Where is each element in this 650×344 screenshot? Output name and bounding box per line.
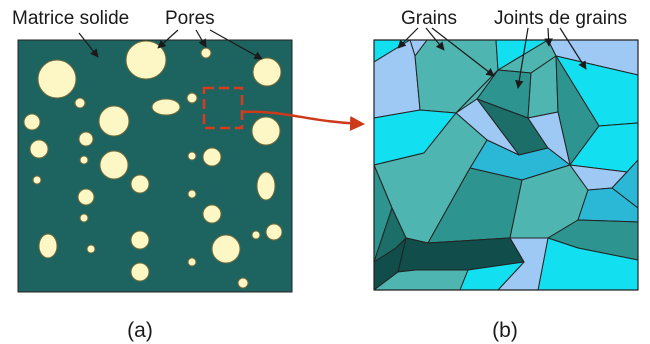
pore [98,105,130,137]
pore [99,150,129,180]
grains-callout-arrow [397,27,419,49]
pore [130,262,150,282]
pore [251,230,261,240]
panel-b [373,39,639,291]
grains-label: Grains [401,8,457,29]
pore [186,92,198,104]
pore [78,131,94,147]
pore [79,213,89,223]
zoom-arrow [242,110,365,132]
zoom-box [202,86,244,130]
pore [29,139,49,159]
pore [23,113,41,131]
pore [200,47,212,59]
pore [86,244,96,254]
pores-callout-arrow [209,29,263,60]
pore [251,116,281,146]
boundaries-callout-arrow [544,27,553,47]
pores-label: Pores [165,8,215,29]
pore [151,98,181,116]
pore [38,233,58,259]
pores-callout-arrow [195,29,207,48]
pore [202,204,222,224]
boundaries-callout-arrow [559,27,587,70]
pore [125,40,167,80]
panel-a-label: (a) [127,319,153,342]
pore [130,174,150,194]
pore [187,151,197,161]
pore [187,189,197,199]
grains-callout-arrow [431,27,495,77]
matrix-callout-arrow [78,32,99,58]
grain-frame [373,39,639,291]
pore [77,188,95,206]
panel-b-label: (b) [492,319,518,342]
pores-callout-arrow [157,29,179,49]
pore [187,257,197,267]
panel-b-callouts: Grains Joints de grains (b) [397,8,627,342]
pore [265,223,283,241]
grains-callout-arrow [425,27,445,51]
pore [202,147,222,167]
pore [74,97,86,109]
grain-boundaries-label: Joints de grains [494,8,627,29]
pore [79,155,89,165]
pore [256,171,276,201]
pore [252,57,282,87]
pore [237,277,249,289]
pore [211,234,241,264]
pore [37,59,77,99]
matrix-label: Matrice solide [12,8,129,29]
pore [32,175,42,185]
pore [130,230,150,250]
panel-a: Matrice solide Pores (a) [12,8,293,342]
boundaries-callout-arrow [515,27,529,89]
pores [23,40,283,289]
